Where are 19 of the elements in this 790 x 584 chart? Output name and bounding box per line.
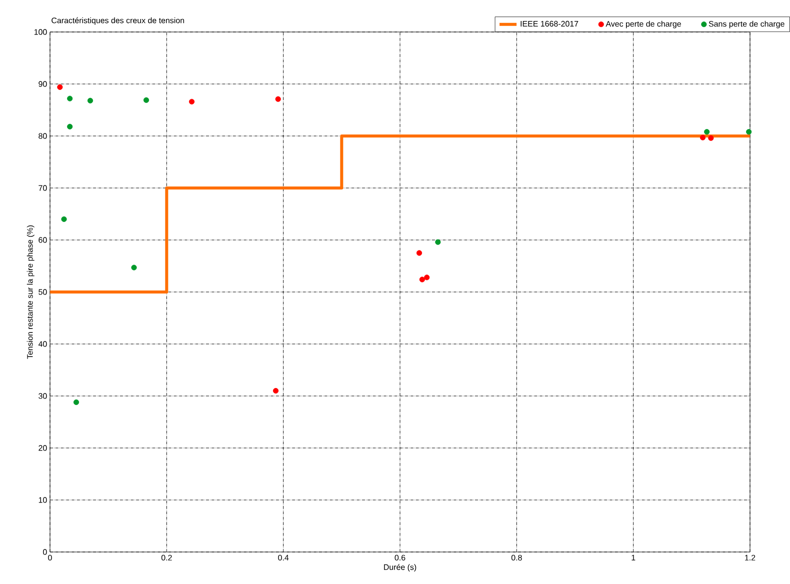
point (61, 216, 67, 222)
point (67, 124, 73, 130)
point (73, 399, 80, 406)
point (131, 264, 137, 270)
point (57, 84, 63, 90)
point (416, 250, 422, 256)
point (424, 274, 430, 280)
point (87, 98, 94, 104)
point (704, 129, 710, 135)
point (272, 388, 279, 394)
point (700, 134, 706, 140)
point (275, 96, 281, 102)
point (419, 276, 425, 282)
point (143, 97, 150, 103)
point (67, 96, 73, 102)
point (435, 239, 441, 245)
point (746, 129, 752, 135)
point (708, 135, 714, 141)
point (188, 98, 195, 104)
